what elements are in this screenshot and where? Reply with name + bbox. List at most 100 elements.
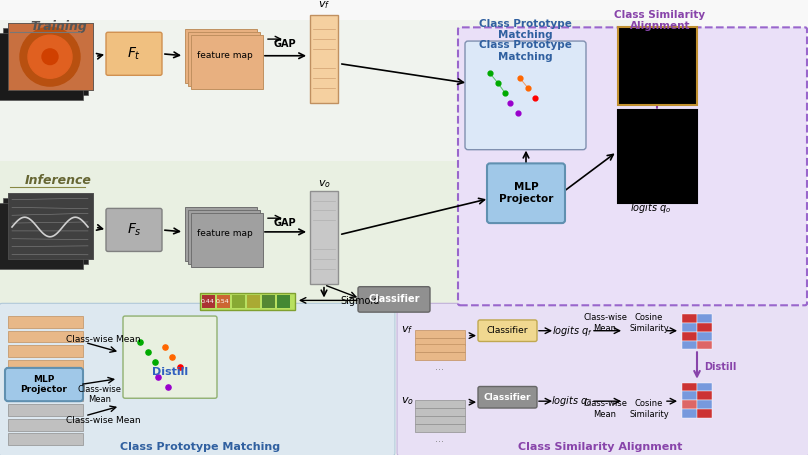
FancyBboxPatch shape [106,208,162,252]
Bar [697,383,712,391]
Bar [8,434,83,445]
Bar [639,135,658,157]
Bar [658,135,676,157]
Point [149,359,162,366]
Bar [676,178,695,201]
Bar [658,48,676,66]
Bar [658,157,676,178]
Bar [676,157,695,178]
Bar [191,213,263,267]
Text: Cosine
Similarity: Cosine Similarity [629,313,669,333]
Bar [639,84,658,103]
Bar [682,391,697,400]
Text: Class-wise
Mean: Class-wise Mean [583,399,627,419]
Text: Training: Training [30,20,87,33]
Point [521,84,534,91]
Text: Class Similarity Alignment: Class Similarity Alignment [518,442,682,452]
Bar [620,84,639,103]
FancyBboxPatch shape [487,163,565,223]
Bar [658,29,676,48]
Bar [658,84,676,103]
Bar [0,33,83,100]
Text: feature map: feature map [197,51,253,60]
FancyBboxPatch shape [123,316,217,398]
Bar [8,360,83,372]
Bar [620,29,639,48]
Bar [415,416,465,424]
Bar [697,409,712,418]
Point [528,94,541,101]
Bar [618,27,697,105]
Bar [310,15,338,103]
Text: Distill: Distill [152,367,188,377]
Bar [682,332,697,340]
FancyBboxPatch shape [478,320,537,342]
Point [152,373,165,380]
Bar [8,345,83,357]
Bar [697,323,712,332]
Text: Inference: Inference [25,175,92,187]
Bar [676,29,695,48]
Bar [415,338,465,345]
Bar [618,110,697,202]
Text: feature map: feature map [197,229,253,238]
Text: Cosine
Similarity: Cosine Similarity [629,399,669,419]
Bar [620,178,639,201]
Bar [200,293,295,310]
Bar [415,400,465,408]
FancyBboxPatch shape [0,303,395,455]
FancyBboxPatch shape [478,386,537,408]
Bar [8,193,93,259]
Circle shape [28,35,72,78]
Bar [8,193,93,259]
Bar [3,28,88,95]
Text: Class-wise
Mean: Class-wise Mean [78,384,122,404]
Bar [415,344,465,352]
Bar [676,112,695,135]
Text: Classifier: Classifier [486,326,528,335]
Text: GAP: GAP [274,218,297,228]
Bar [202,294,215,308]
Bar [682,340,697,349]
Bar [8,331,83,343]
FancyBboxPatch shape [465,41,586,150]
Bar [0,202,83,269]
Text: Class-wise Mean: Class-wise Mean [65,416,141,425]
Point [503,99,516,106]
Bar [676,135,695,157]
Text: Class-wise Mean: Class-wise Mean [65,335,141,344]
Text: logits $q_o$: logits $q_o$ [630,202,671,215]
Bar [247,294,260,308]
Bar [682,314,697,323]
Bar [697,340,712,349]
Bar [639,29,658,48]
Text: GAP: GAP [274,39,297,49]
Point [514,75,527,82]
Bar [639,66,658,84]
Bar [232,294,245,308]
Bar [697,314,712,323]
Bar [658,112,676,135]
Text: $v_f$: $v_f$ [401,324,413,336]
Bar [620,112,639,135]
Bar [639,112,658,135]
Point [158,344,171,351]
Bar [620,66,639,84]
Point [162,383,175,390]
Point [174,363,187,370]
Bar [697,332,712,340]
Text: Classifier: Classifier [368,294,419,304]
Bar [639,178,658,201]
Bar [188,210,260,264]
Text: logits $q_o$: logits $q_o$ [551,394,593,408]
Bar [185,29,257,83]
Bar [676,66,695,84]
FancyBboxPatch shape [106,32,162,76]
FancyBboxPatch shape [358,287,430,312]
Text: MLP
Projector: MLP Projector [499,182,553,203]
Text: 0.44: 0.44 [201,299,215,304]
Bar [217,294,230,308]
Bar [415,408,465,416]
Bar [8,24,93,90]
Bar [191,35,263,89]
